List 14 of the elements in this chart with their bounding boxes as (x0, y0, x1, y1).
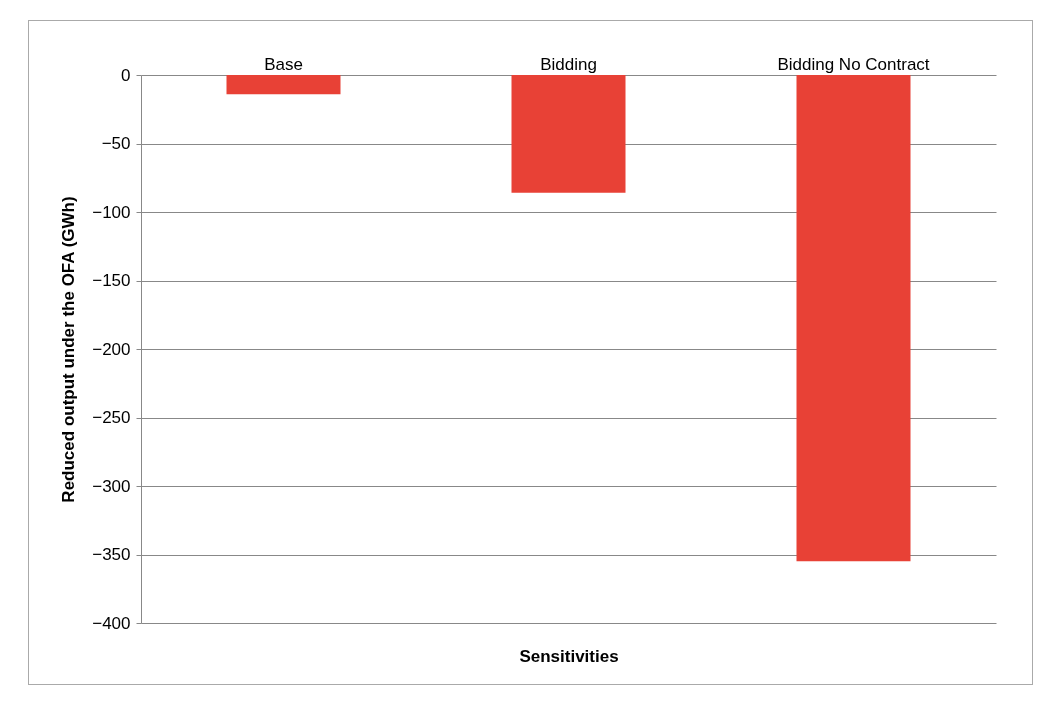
x-tick-label: Bidding (540, 54, 597, 74)
y-tick-label: −100 (92, 202, 131, 222)
y-tick-label: 0 (121, 65, 131, 85)
x-tick-label: Base (264, 54, 303, 74)
y-tick-label: −50 (101, 134, 131, 153)
y-axis-title: Reduced output under the OFA (GWh) (59, 196, 79, 503)
y-tick-label: −350 (92, 545, 131, 564)
x-tick-label: Bidding No Contract (777, 54, 930, 74)
y-tick-label: −250 (92, 408, 131, 427)
y-tick-label: −150 (92, 271, 131, 290)
y-tick-label: −300 (92, 476, 131, 496)
x-axis-title: Sensitivities (519, 646, 619, 666)
y-tick-label: −400 (92, 613, 131, 633)
y-tick-label: −200 (92, 339, 131, 359)
